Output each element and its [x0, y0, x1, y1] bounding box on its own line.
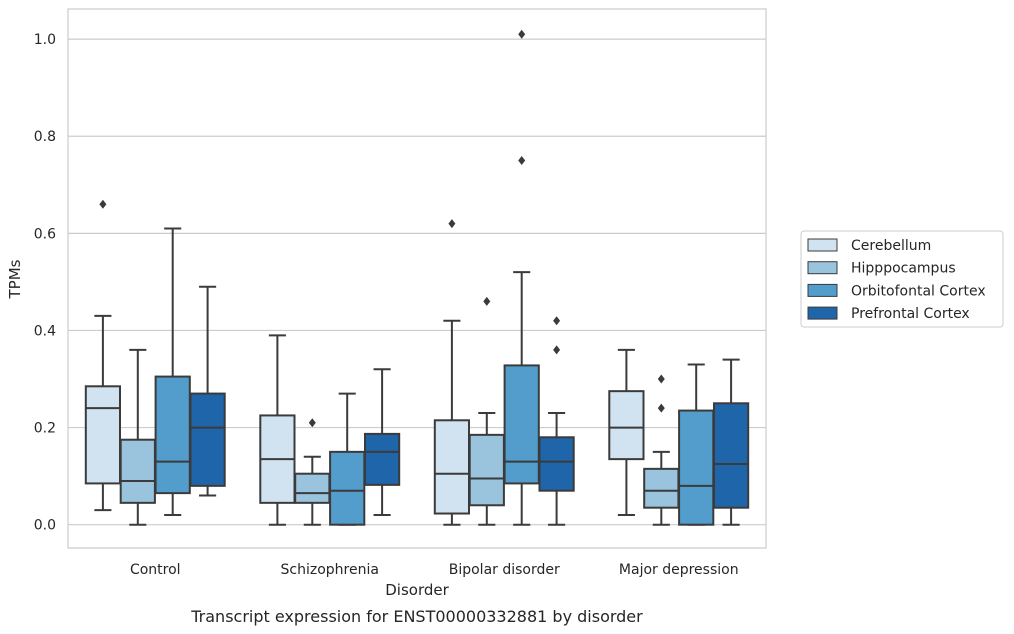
box-body: [154, 375, 191, 495]
outlier-point: [553, 345, 561, 355]
box-cerebellum-bipolar-disorder: [433, 219, 471, 526]
legend: Cerebellum Hipppocampus Orbitofontal Corte…: [800, 230, 1004, 328]
outlier-point: [657, 374, 665, 384]
x-axis-label: Disorder: [385, 581, 449, 599]
y-axis-ticks: 0.0 0.2 0.4 0.6 0.8 1.0: [34, 32, 56, 534]
legend-swatch: [807, 238, 838, 252]
box-body: [119, 438, 156, 504]
box-prefrontal-cortex-schizophrenia: [363, 368, 401, 516]
outlier-point: [518, 29, 526, 39]
box-body: [608, 390, 645, 461]
x-tick-label: Major depression: [619, 562, 739, 578]
box-body: [468, 433, 505, 507]
box-prefrontal-cortex-control: [189, 285, 226, 497]
box-body: [503, 364, 540, 485]
x-tick-label: Control: [130, 562, 181, 578]
box-series: [84, 29, 750, 526]
box-body: [678, 409, 715, 526]
x-axis-ticks: Control Schizophrenia Bipolar disorder Majo…: [130, 562, 739, 578]
outlier-point: [448, 219, 456, 229]
legend-label: Cerebellum: [851, 238, 931, 254]
legend-label: Prefrontal Cortex: [851, 306, 970, 322]
box-prefrontal-cortex-bipolar-disorder: [538, 316, 575, 526]
legend-items: Cerebellum Hipppocampus Orbitofontal Corte…: [807, 238, 986, 322]
plot-frame: [67, 8, 767, 549]
x-tick-label: Schizophrenia: [281, 562, 379, 578]
outlier-point: [483, 296, 491, 306]
box-body: [712, 402, 750, 509]
y-tick-label: 0.6: [34, 226, 56, 242]
outlier-point: [99, 199, 107, 209]
box-cerebellum-major-depression: [608, 348, 645, 516]
legend-swatch: [807, 306, 838, 320]
box-orbitofontal-cortex-schizophrenia: [329, 392, 366, 526]
y-axis-label: TPMs: [6, 259, 24, 299]
outlier-point: [553, 316, 561, 326]
box-orbitofontal-cortex-bipolar-disorder: [503, 29, 540, 526]
x-tick-label: Bipolar disorder: [449, 562, 560, 578]
box-cerebellum-control: [84, 199, 122, 512]
box-cerebellum-schizophrenia: [259, 334, 296, 526]
outlier-point: [518, 156, 526, 166]
y-tick-label: 1.0: [34, 32, 56, 48]
box-body: [329, 450, 366, 526]
box-hipppocampus-schizophrenia: [294, 418, 331, 526]
outlier-point: [308, 418, 316, 428]
y-tick-label: 0.0: [34, 518, 56, 534]
box-body: [294, 472, 331, 504]
box-body: [84, 385, 122, 485]
legend-label: Hipppocampus: [851, 261, 956, 277]
box-hipppocampus-control: [119, 348, 156, 526]
legend-frame: [800, 230, 1004, 328]
box-body: [189, 392, 226, 487]
box-body: [363, 432, 401, 486]
legend-label: Orbitofontal Cortex: [851, 283, 986, 299]
box-body: [538, 436, 575, 492]
chart-caption: Transcript expression for ENST0000033288…: [190, 607, 643, 626]
y-tick-label: 0.4: [34, 323, 56, 339]
box-body: [643, 467, 680, 509]
y-tick-label: 0.2: [34, 421, 56, 437]
legend-swatch: [807, 261, 838, 275]
box-orbitofontal-cortex-major-depression: [678, 363, 715, 526]
outlier-point: [657, 403, 665, 413]
legend-swatch: [807, 283, 838, 297]
box-body: [433, 419, 471, 515]
y-tick-label: 0.8: [34, 129, 56, 145]
box-prefrontal-cortex-major-depression: [712, 358, 750, 526]
box-orbitofontal-cortex-control: [154, 227, 191, 516]
